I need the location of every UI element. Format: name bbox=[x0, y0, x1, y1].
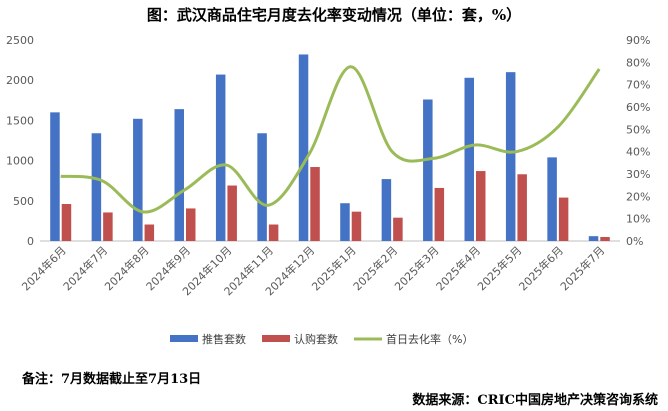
footnote: 备注：7月数据截止至7月13日 bbox=[22, 372, 202, 387]
bar-sales bbox=[393, 217, 403, 241]
bar-sales bbox=[310, 167, 320, 241]
y-right-tick-label: 30% bbox=[626, 168, 650, 181]
data-source: 数据来源：CRIC中国房地产决策咨询系统 bbox=[412, 393, 658, 408]
y-left-tick-label: 500 bbox=[13, 195, 34, 208]
y-left-tick-label: 2000 bbox=[6, 74, 34, 87]
legend-label: 首日去化率（%） bbox=[386, 332, 473, 346]
bar-supply bbox=[257, 133, 267, 241]
bar-supply bbox=[505, 72, 516, 241]
bar-supply bbox=[464, 77, 474, 242]
chart-title: 图：武汉商品住宅月度去化率变动情况（单位：套，%） bbox=[146, 6, 522, 24]
y-left-tick-label: 2500 bbox=[6, 34, 34, 47]
y-right-tick-label: 50% bbox=[626, 123, 650, 136]
bar-supply bbox=[423, 99, 433, 241]
bar-supply bbox=[174, 109, 184, 241]
bar-sales bbox=[351, 211, 362, 241]
y-right-tick-label: 40% bbox=[626, 146, 650, 159]
y-right-tick-label: 10% bbox=[626, 213, 650, 226]
bar-supply bbox=[50, 112, 60, 241]
bar-supply bbox=[133, 118, 143, 241]
bar-supply bbox=[547, 157, 557, 241]
bar-sales bbox=[558, 197, 569, 241]
y-left-tick-label: 1000 bbox=[6, 155, 34, 168]
bar-sales bbox=[103, 212, 113, 241]
bar-supply bbox=[91, 133, 102, 241]
bar-sales bbox=[61, 204, 72, 241]
bar-supply bbox=[381, 179, 392, 241]
y-left-tick-label: 0 bbox=[27, 235, 34, 248]
bar-supply bbox=[588, 236, 599, 241]
legend-label: 推售套数 bbox=[202, 332, 246, 346]
bar-sales bbox=[476, 171, 486, 241]
plot-area: 0 500 1000 1500 2000 2500 0% 10% 20% 30% 40% 50% 60%… bbox=[6, 34, 650, 346]
x-tick-label: 2025年7月 bbox=[557, 243, 607, 293]
bar-sales bbox=[186, 208, 196, 241]
combo-chart: 0 500 1000 1500 2000 2500 0% 10% 20% 30% 40% 50% 60%… bbox=[6, 34, 650, 346]
y-right-tick-label: 20% bbox=[626, 190, 650, 203]
line-rate bbox=[60, 65, 601, 214]
y-right-tick-label: 80% bbox=[626, 56, 650, 69]
bar-sales bbox=[434, 187, 445, 241]
legend-swatch bbox=[170, 335, 198, 342]
y-right-tick-label: 60% bbox=[626, 101, 650, 114]
bar-supply bbox=[215, 74, 226, 242]
legend-swatch bbox=[262, 335, 290, 342]
bar-supply bbox=[340, 203, 350, 241]
bar-supply bbox=[298, 54, 309, 241]
bar-sales bbox=[517, 174, 527, 241]
y-right-tick-label: 70% bbox=[626, 79, 650, 92]
bar-sales bbox=[227, 185, 237, 241]
bar-sales bbox=[144, 224, 155, 241]
bar-sales bbox=[600, 236, 610, 241]
y-left-tick-label: 1500 bbox=[6, 114, 34, 127]
y-right-tick-label: 0% bbox=[626, 235, 643, 248]
legend-label: 认购套数 bbox=[294, 332, 338, 346]
bar-sales bbox=[268, 224, 279, 241]
y-right-tick-label: 90% bbox=[626, 34, 650, 47]
